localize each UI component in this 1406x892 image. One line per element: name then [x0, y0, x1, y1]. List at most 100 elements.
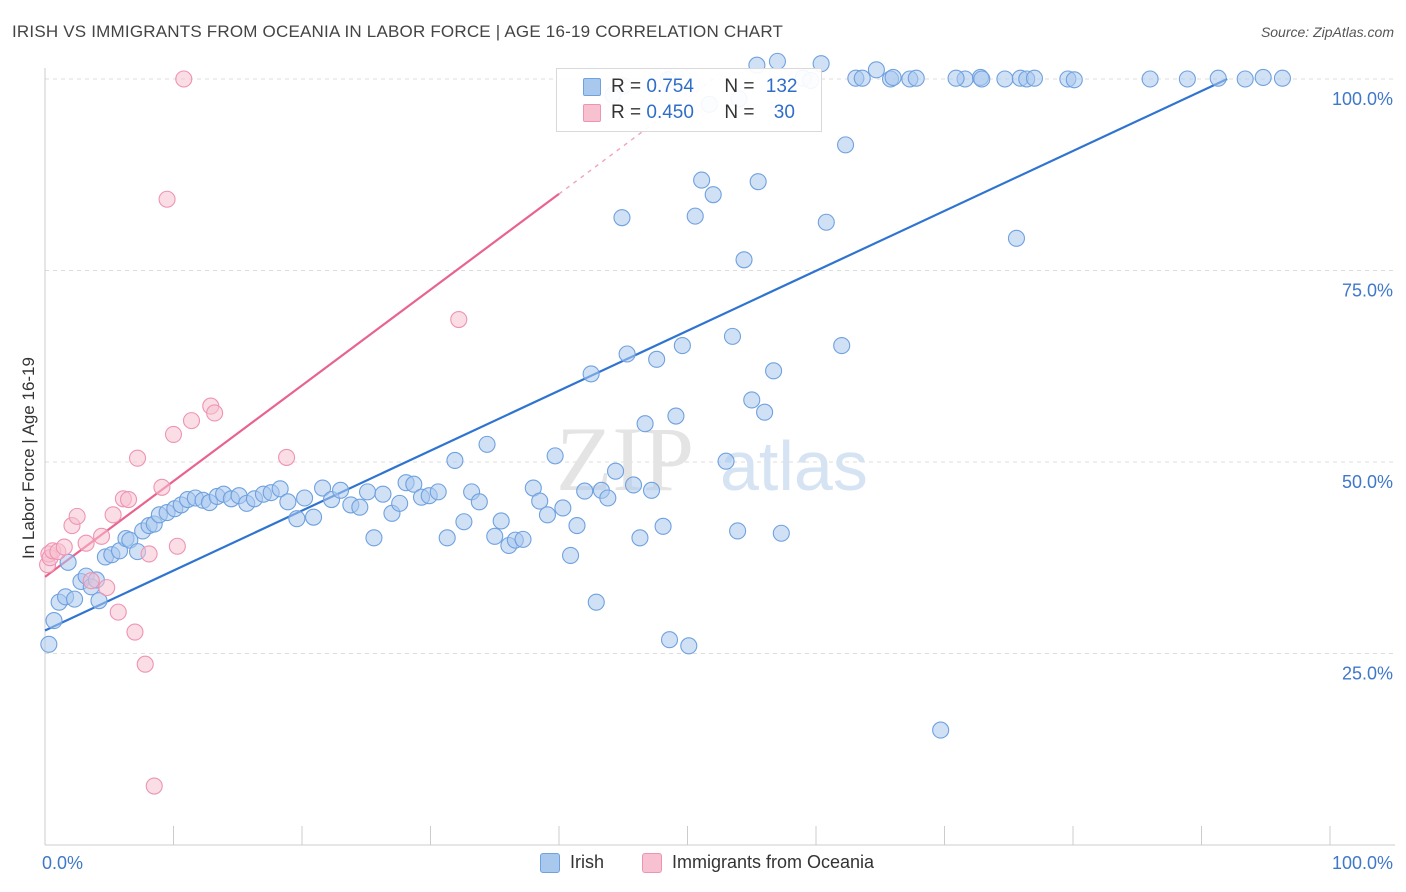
bottom-legend-swatch-oceania [642, 852, 662, 873]
irish-point [624, 476, 643, 494]
irish-point [660, 631, 679, 649]
watermark-atlas: atlas [720, 427, 868, 505]
irish-point [717, 452, 735, 470]
irish-point [686, 207, 704, 225]
irish-point [314, 479, 332, 497]
irish-point [680, 637, 698, 655]
oceania-point [182, 412, 201, 430]
irish-point [331, 481, 350, 499]
irish-point [704, 186, 722, 204]
irish-point [438, 529, 456, 547]
irish-point [749, 173, 767, 191]
irish-point [907, 69, 925, 87]
legend: R = 0.754 N = 132 R = 0.450 N = 30 [556, 68, 822, 132]
irish-point [606, 462, 625, 480]
bottom-legend: Irish Immigrants from Oceania [0, 852, 1406, 878]
y-axis-label: In Labor Force | Age 16-19 [19, 357, 38, 559]
legend-row-irish: R = 0.754 N = 132 [583, 75, 797, 99]
irish-point [735, 251, 753, 269]
tick-labels: 25.0% 50.0% 75.0% 100.0% 0.0% 100.0% [42, 89, 1393, 873]
irish-point [768, 52, 787, 70]
irish-point [1209, 69, 1227, 87]
y-tick-label: 25.0% [1342, 664, 1393, 684]
irish-point [531, 492, 549, 510]
irish-point [514, 530, 532, 548]
oceania-point [104, 506, 122, 524]
oceania-point [55, 538, 73, 556]
irish-point [296, 489, 314, 507]
irish-point [358, 483, 377, 501]
irish-point [271, 480, 289, 498]
oceania-point [82, 572, 100, 590]
irish-point [568, 517, 586, 535]
irish-point [429, 483, 447, 501]
oceania-point [136, 655, 154, 673]
irish-point [729, 522, 747, 540]
data-points [39, 52, 1292, 795]
irish-point [618, 345, 636, 363]
irish-point [772, 524, 790, 542]
irish-point [636, 415, 654, 433]
oceania-point [77, 534, 95, 552]
irish-point [599, 489, 617, 507]
watermark: ZIP atlas [556, 408, 868, 510]
oceania-point [92, 527, 111, 545]
y-tick-label: 50.0% [1342, 472, 1393, 492]
irish-point [470, 493, 488, 511]
irish-point [853, 69, 871, 87]
irish-point [667, 407, 685, 425]
trend-lines [44, 78, 1228, 632]
axes [44, 68, 1395, 846]
oceania-point [168, 537, 186, 555]
legend-swatch-irish [583, 78, 601, 96]
irish-point [538, 506, 556, 524]
irish-point [1254, 68, 1272, 87]
oceania-point [126, 623, 144, 641]
irish-point [833, 337, 851, 355]
bottom-legend-swatch-irish [540, 852, 560, 873]
oceania-point [128, 449, 147, 467]
irish-point [374, 485, 392, 503]
irish-point [1236, 70, 1254, 88]
chart-title: IRISH VS IMMIGRANTS FROM OCEANIA IN LABO… [12, 22, 784, 41]
oceania-point [109, 603, 127, 621]
irish-point [947, 69, 965, 87]
oceania-point [153, 478, 171, 496]
legend-n-value: 30 [773, 102, 795, 123]
irish-point [693, 171, 711, 189]
irish-point [365, 529, 383, 547]
irish-point [613, 209, 631, 227]
irish-point [1273, 69, 1292, 87]
irish-point [351, 498, 369, 516]
y-tick-label: 100.0% [1332, 89, 1393, 109]
bottom-legend-label-oceania: Immigrants from Oceania [672, 852, 875, 872]
irish-point [867, 61, 885, 79]
oceania-point [164, 425, 183, 443]
bottom-legend-irish[interactable]: Irish [540, 852, 604, 873]
oceania-point [158, 190, 176, 208]
irish-point [455, 513, 473, 531]
irish-point [546, 447, 564, 465]
legend-n-label: N = [724, 102, 760, 123]
x-tick-label: 100.0% [1332, 853, 1393, 873]
irish-point [642, 481, 661, 499]
bottom-legend-oceania[interactable]: Immigrants from Oceania [642, 852, 874, 873]
oceania-point [145, 777, 163, 795]
x-tick-label: 0.0% [42, 853, 83, 873]
irish-point [1025, 69, 1043, 87]
y-tick-label: 75.0% [1342, 281, 1393, 301]
oceania-point [98, 579, 116, 597]
legend-swatch-oceania [583, 104, 601, 122]
irish-point [996, 70, 1014, 88]
irish-point [305, 508, 323, 526]
irish-trend-line [44, 78, 1228, 632]
irish-point [1178, 70, 1196, 88]
irish-point [817, 213, 835, 231]
irish-point [492, 512, 510, 530]
oceania-point [450, 310, 468, 329]
irish-point [932, 721, 950, 739]
irish-point [40, 635, 58, 653]
legend-n-label: N = [724, 76, 760, 97]
irish-point [45, 612, 63, 630]
